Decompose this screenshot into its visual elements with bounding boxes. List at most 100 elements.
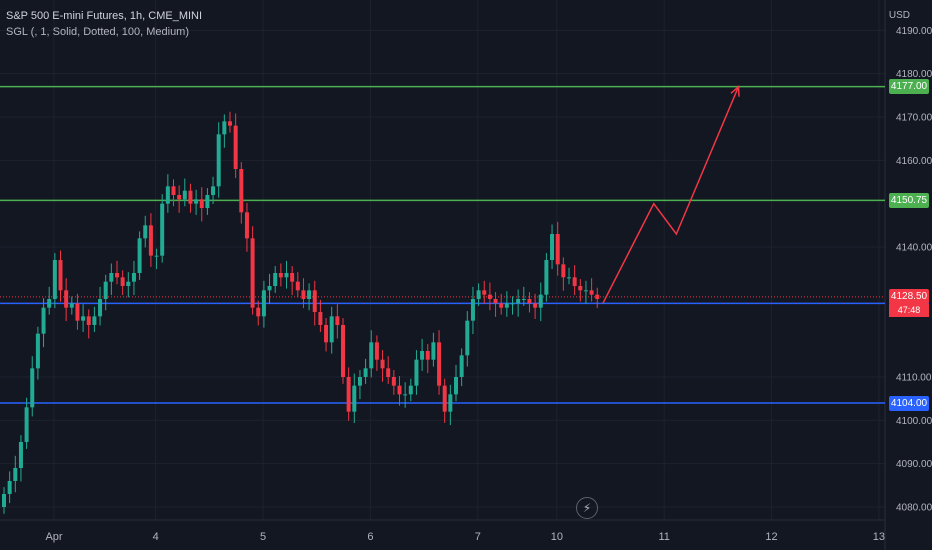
candle-body — [75, 303, 80, 321]
candle-body — [165, 186, 170, 204]
candle-body — [177, 195, 182, 200]
candle-body — [52, 260, 57, 299]
candle-body — [307, 290, 312, 299]
y-tick-label: 4080.00 — [896, 503, 932, 514]
candle-body — [154, 255, 159, 257]
candle-body — [58, 260, 63, 291]
candle-body — [374, 342, 379, 360]
candle-body — [504, 303, 509, 308]
candle-body — [589, 290, 594, 295]
candle-body — [335, 316, 340, 325]
candle-body — [228, 121, 232, 126]
candle-body — [148, 225, 153, 256]
candle-body — [69, 303, 74, 308]
level-price-tag[interactable]: 4177.00 — [889, 79, 929, 95]
candle-body — [205, 195, 210, 208]
bar-countdown: 47:48 — [889, 303, 929, 317]
candle-body — [126, 281, 131, 286]
candle-body — [64, 290, 69, 308]
x-tick-label: 10 — [551, 531, 563, 543]
candle-body — [290, 273, 295, 282]
last-price-tag[interactable]: 4128.50 — [889, 289, 929, 305]
candle-body — [454, 377, 458, 395]
candle-body — [211, 186, 216, 195]
candle-body — [92, 316, 97, 325]
candle-body — [318, 312, 323, 325]
y-tick-label: 4110.00 — [896, 373, 932, 384]
candle-body — [567, 277, 571, 279]
candle-body — [533, 303, 538, 308]
candle-body — [7, 481, 12, 494]
level-price-tag[interactable]: 4150.75 — [889, 192, 929, 208]
candle-body — [561, 264, 566, 278]
chart-legend: S&P 500 E-mini Futures, 1h, CME_MINI SGL… — [6, 8, 202, 40]
candle-body — [595, 294, 600, 299]
candle-body — [267, 286, 272, 291]
candle-body — [346, 377, 351, 412]
projection-path — [602, 86, 740, 304]
candle-body — [408, 385, 413, 395]
currency-label[interactable]: USD — [888, 10, 910, 21]
candle-body — [369, 342, 374, 369]
candle-body — [143, 225, 148, 239]
price-axis[interactable]: 4080.00 4090.00 4100.00 4110.00 4140.00 4160.… — [896, 26, 932, 514]
y-tick-label: 4140.00 — [896, 243, 932, 254]
candle-body — [420, 351, 425, 360]
candle-body — [431, 342, 436, 360]
lightning-icon[interactable]: ⚡ — [576, 497, 598, 519]
x-tick-label: 11 — [658, 531, 669, 543]
candle-body — [341, 325, 345, 377]
candle-body — [194, 199, 199, 204]
candle-body — [216, 134, 221, 187]
candle-body — [250, 238, 255, 308]
candle-body — [363, 368, 368, 377]
candle-body — [403, 394, 408, 396]
candle-body — [109, 273, 114, 282]
candle-body — [329, 316, 334, 343]
x-tick-label: 13 — [873, 531, 885, 543]
candle-body — [182, 190, 187, 200]
y-tick-label: 4180.00 — [896, 69, 932, 80]
indicator-label[interactable]: SGL (, 1, Solid, Dotted, 100, Medium) — [6, 26, 190, 38]
candle-body — [386, 368, 391, 377]
candle-body — [510, 303, 515, 305]
y-tick-label: 4190.00 — [896, 26, 932, 37]
projection-arrowhead — [730, 85, 740, 97]
candle-body — [470, 299, 475, 321]
candle-body — [261, 290, 266, 317]
candle-body — [465, 320, 470, 356]
candle-body — [380, 359, 385, 369]
y-tick-label: 4100.00 — [896, 416, 932, 427]
candle-body — [35, 333, 40, 369]
candle-body — [459, 355, 464, 377]
candle-body — [18, 442, 23, 468]
candle-body — [256, 307, 261, 317]
level-price-tag[interactable]: 4104.00 — [889, 395, 929, 411]
candle-body — [538, 294, 543, 308]
y-tick-label: 4170.00 — [896, 113, 932, 124]
candle-body — [137, 238, 142, 273]
candle-body — [273, 273, 278, 286]
y-tick-label: 4160.00 — [896, 156, 932, 167]
candle-body — [550, 234, 555, 260]
candle-body — [437, 342, 442, 386]
candle-body — [239, 169, 244, 213]
candle-body — [98, 299, 103, 317]
candle-body — [2, 494, 6, 507]
candle-body — [120, 277, 125, 286]
candle-body — [357, 377, 362, 386]
candle-body — [521, 299, 526, 300]
symbol-title[interactable]: S&P 500 E-mini Futures, 1h, CME_MINI — [6, 10, 203, 22]
candle-body — [578, 286, 583, 291]
x-tick-label: 7 — [475, 531, 481, 543]
x-tick-label: 6 — [367, 531, 373, 543]
candle-body — [86, 316, 91, 325]
candle-body — [30, 368, 35, 408]
candle-body — [391, 377, 396, 386]
candle-body — [482, 290, 487, 295]
time-axis[interactable]: Apr 4 5 6 7 10 11 12 13 — [45, 531, 885, 543]
candle-body — [171, 186, 176, 195]
candle-body — [81, 316, 86, 321]
candle-body — [476, 290, 481, 299]
